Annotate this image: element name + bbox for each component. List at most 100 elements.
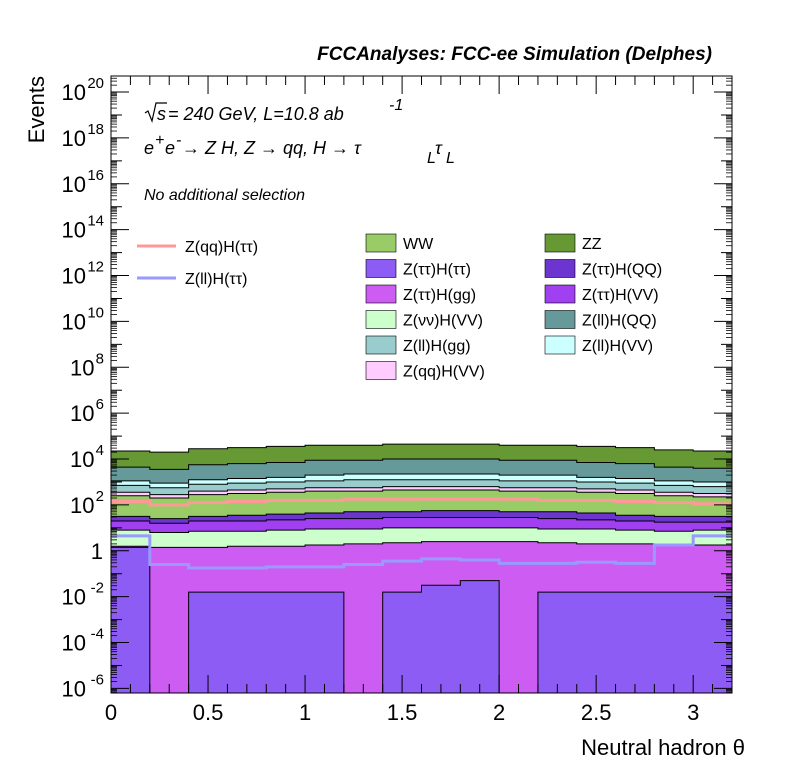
y-tick-exp: -2: [91, 580, 104, 597]
legend: Z(qq)H(ττ) Z(ll)H(ττ) WW ZZ Z(ττ)H(ττ) Z(ττ)H…: [137, 233, 662, 381]
stack-outline: [110, 489, 733, 693]
y-tick-label: -2 10: [62, 580, 104, 610]
legend-label: Z(ll)H(gg): [403, 338, 471, 355]
x-axis: 0 0.5 1 1.5 2 2.5 3: [105, 76, 733, 725]
legend-label: Z(ττ)H(ττ): [403, 262, 471, 279]
process-e2-sup: -: [176, 132, 181, 149]
y-tick-base: 10: [70, 401, 94, 426]
y-tick-label: 810: [70, 350, 104, 380]
legend-box-entry: WW: [365, 233, 434, 253]
energy-sup: -1: [389, 97, 403, 114]
legend-box-entry: Z(ll)H(gg): [365, 335, 471, 355]
energy-sqrt-arg: s: [157, 104, 166, 124]
y-axis: -610-410-2101210410610810101012101410161…: [62, 75, 732, 701]
y-tick-base: 10: [70, 447, 94, 472]
legend-swatch: [365, 335, 397, 355]
legend-box-entry: Z(νν)H(VV): [365, 310, 483, 330]
stack-outline: [110, 479, 733, 693]
x-tick-label: 1.5: [387, 700, 418, 725]
legend-box-entry: Z(ττ)H(gg): [365, 284, 476, 304]
stack-outline: [110, 443, 733, 693]
energy-annotation: s = 240 GeV, L=10.8 ab -1: [144, 97, 403, 124]
y-tick-base: 10: [62, 309, 86, 334]
legend-box-entry: ZZ: [544, 233, 602, 253]
legend-box-entry: Z(ll)H(QQ): [544, 310, 657, 330]
y-tick-exp: 8: [96, 350, 104, 367]
legend-label: ZZ: [582, 236, 602, 253]
y-axis-title: Events: [24, 76, 49, 143]
legend-swatch: [544, 335, 576, 355]
legend-line-label: Z(qq)H(ττ): [185, 239, 258, 256]
stack-z-h-: [110, 546, 733, 694]
legend-label: Z(ττ)H(VV): [582, 287, 659, 304]
chart-title: FCCAnalyses: FCC-ee Simulation (Delphes): [317, 44, 712, 65]
y-tick-base: 10: [62, 172, 86, 197]
legend-label: Z(ττ)H(gg): [403, 287, 476, 304]
y-tick-exp: -6: [91, 671, 104, 688]
y-tick-base: 10: [70, 493, 94, 518]
process-e2: e: [165, 138, 175, 158]
process-tau2: τ: [435, 138, 443, 158]
legend-line-entry: Z(qq)H(ττ): [137, 239, 258, 256]
y-tick-exp: 12: [87, 259, 104, 276]
y-tick-label: -6 10: [62, 671, 104, 701]
stack-outline: [110, 458, 733, 693]
signal-lines: [111, 497, 732, 570]
legend-line-entry: Z(ll)H(ττ): [137, 271, 247, 288]
y-tick-exp: 2: [96, 488, 104, 505]
sqrt-symbol: [144, 102, 167, 124]
y-tick-exp: 4: [96, 442, 104, 459]
energy-text: = 240 GeV, L=10.8 ab: [168, 104, 344, 124]
legend-line-label: Z(ll)H(ττ): [185, 271, 247, 288]
stack-outline: [110, 510, 733, 693]
y-tick-base: 10: [62, 585, 86, 610]
x-axis-title: Neutral hadron θ: [581, 735, 745, 760]
y-tick-exp: 20: [87, 75, 104, 92]
y-tick-label: -4 10: [62, 626, 104, 656]
y-tick-exp: 10: [87, 304, 104, 321]
legend-swatch: [365, 259, 397, 278]
y-tick-base: 10: [62, 80, 86, 105]
y-tick-base: 1: [91, 539, 103, 564]
process-e1: e: [144, 138, 154, 158]
legend-swatch: [365, 233, 397, 253]
x-tick-label: 3: [687, 700, 699, 725]
process-tau2-sub: L: [446, 150, 455, 167]
selection-annotation: No additional selection: [144, 187, 305, 204]
y-tick-label: 1: [91, 539, 103, 564]
y-tick-base: 10: [62, 126, 86, 151]
legend-label: WW: [403, 236, 434, 253]
process-tau1-sub: L: [427, 150, 436, 167]
legend-box-entry: Z(ττ)H(ττ): [365, 259, 471, 279]
x-tick-label: 2.5: [581, 700, 612, 725]
y-tick-base: 10: [62, 631, 86, 656]
legend-box-entry: Z(ττ)H(VV): [544, 284, 659, 304]
y-tick-exp: -4: [91, 626, 104, 643]
stack-outline: [110, 541, 733, 693]
stack-outline: [110, 527, 733, 693]
legend-swatch: [544, 310, 576, 329]
stack-outline: [110, 546, 733, 694]
y-tick-label: 610: [70, 396, 104, 426]
y-tick-base: 10: [70, 355, 94, 380]
line-z-qq-h-: [111, 497, 732, 507]
legend-swatch: [365, 284, 397, 304]
stack-outline: [110, 473, 733, 693]
process-e1-sup: +: [155, 132, 164, 149]
legend-label: Z(ττ)H(QQ): [582, 262, 662, 279]
legend-box-entry: Z(qq)H(VV): [365, 361, 485, 381]
legend-label: Z(qq)H(VV): [403, 364, 485, 381]
process-chain: → Z H, Z → qq, H → τ: [182, 138, 362, 158]
y-tick-base: 10: [62, 218, 86, 243]
x-tick-label: 0: [105, 700, 117, 725]
process-annotation: e + e - → Z H, Z → qq, H → τ L τ L: [144, 132, 455, 167]
y-tick-base: 10: [62, 676, 86, 701]
legend-swatch: [365, 310, 397, 329]
y-tick-label: 410: [70, 442, 104, 472]
legend-label: Z(νν)H(VV): [403, 313, 483, 330]
